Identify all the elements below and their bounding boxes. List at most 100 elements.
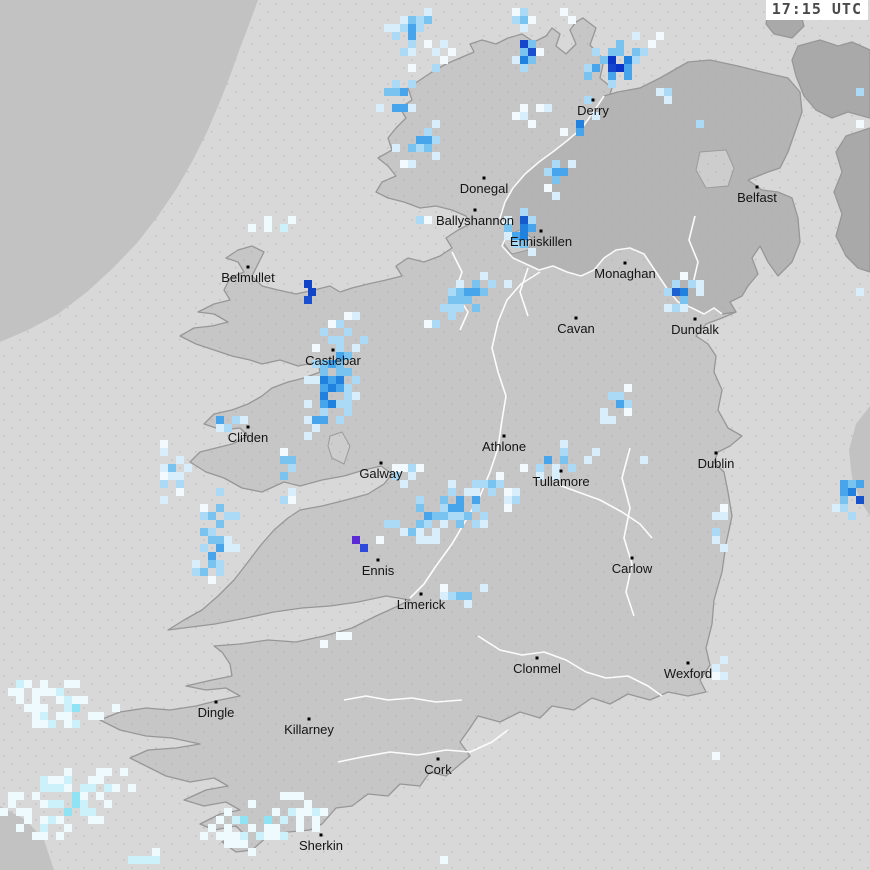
precip-cell [664, 304, 672, 312]
precip-cell [88, 816, 96, 824]
precip-cell [16, 808, 24, 816]
city-label-sherkin: Sherkin [299, 838, 343, 853]
city-label-athlone: Athlone [482, 439, 526, 454]
precip-cell [584, 64, 592, 72]
precip-cell [600, 56, 608, 64]
precip-cell [720, 656, 728, 664]
precip-cell [152, 848, 160, 856]
precip-cell [528, 224, 536, 232]
precip-cell [176, 456, 184, 464]
precip-cell [104, 768, 112, 776]
precip-cell [608, 64, 616, 72]
precip-cell [408, 16, 416, 24]
precip-cell [224, 544, 232, 552]
precip-cell [96, 776, 104, 784]
precip-cell [608, 48, 616, 56]
precip-cell [48, 816, 56, 824]
precip-cell [712, 672, 720, 680]
precip-cell [592, 64, 600, 72]
precip-cell [656, 88, 664, 96]
precip-cell [248, 824, 256, 832]
precip-cell [584, 72, 592, 80]
precip-cell [312, 424, 320, 432]
precip-cell [696, 280, 704, 288]
precip-cell [616, 40, 624, 48]
city-label-belfast: Belfast [737, 190, 777, 205]
precip-cell [344, 632, 352, 640]
city-label-derry: Derry [577, 103, 609, 118]
precip-cell [48, 784, 56, 792]
precip-cell [392, 80, 400, 88]
precip-cell [288, 496, 296, 504]
precip-cell [272, 808, 280, 816]
precip-cell [96, 792, 104, 800]
precip-cell [232, 512, 240, 520]
city-label-dublin: Dublin [698, 456, 735, 471]
precip-cell [624, 64, 632, 72]
precip-cell [408, 48, 416, 56]
precip-cell [672, 304, 680, 312]
precip-cell [80, 696, 88, 704]
precip-cell [40, 680, 48, 688]
precip-cell [184, 464, 192, 472]
precip-cell [448, 512, 456, 520]
precip-cell [304, 376, 312, 384]
precip-cell [616, 400, 624, 408]
city-label-ballyshannon: Ballyshannon [436, 213, 514, 228]
precip-cell [216, 424, 224, 432]
precip-cell [440, 520, 448, 528]
city-label-clonmel: Clonmel [513, 661, 561, 676]
precip-cell [160, 480, 168, 488]
precip-cell [440, 512, 448, 520]
city-label-cavan: Cavan [557, 321, 595, 336]
precip-cell [464, 512, 472, 520]
precip-cell [576, 128, 584, 136]
precip-cell [440, 856, 448, 864]
precip-cell [456, 504, 464, 512]
precip-cell [392, 472, 400, 480]
precip-cell [400, 24, 408, 32]
precip-cell [608, 392, 616, 400]
precip-cell [240, 840, 248, 848]
precip-cell [200, 512, 208, 520]
precip-cell [160, 472, 168, 480]
precip-cell [16, 696, 24, 704]
precip-cell [288, 216, 296, 224]
precip-cell [296, 808, 304, 816]
precip-cell [392, 144, 400, 152]
precip-cell [672, 288, 680, 296]
precip-cell [128, 784, 136, 792]
precip-cell [424, 8, 432, 16]
precip-cell [288, 464, 296, 472]
precip-cell [336, 336, 344, 344]
precip-cell [400, 464, 408, 472]
precip-cell [8, 792, 16, 800]
precip-cell [432, 320, 440, 328]
precip-cell [568, 464, 576, 472]
precip-cell [448, 312, 456, 320]
precip-cell [248, 800, 256, 808]
city-marker-dot-carlow [630, 556, 634, 560]
city-label-ennis: Ennis [362, 563, 395, 578]
precip-cell [408, 104, 416, 112]
precip-cell [432, 536, 440, 544]
precip-cell [168, 464, 176, 472]
city-marker-dot-dundalk [693, 317, 697, 321]
precip-cell [632, 56, 640, 64]
precip-cell [432, 152, 440, 160]
precip-cell [720, 672, 728, 680]
precip-cell [840, 504, 848, 512]
precip-cell [480, 272, 488, 280]
precip-cell [632, 32, 640, 40]
precip-cell [208, 528, 216, 536]
precip-cell [408, 80, 416, 88]
precip-cell [216, 504, 224, 512]
precip-cell [400, 16, 408, 24]
precip-cell [504, 496, 512, 504]
precip-cell [320, 360, 328, 368]
precip-cell [224, 840, 232, 848]
city-marker-dot-belfast [755, 185, 759, 189]
precip-cell [664, 288, 672, 296]
precip-cell [856, 496, 864, 504]
precip-cell [248, 848, 256, 856]
